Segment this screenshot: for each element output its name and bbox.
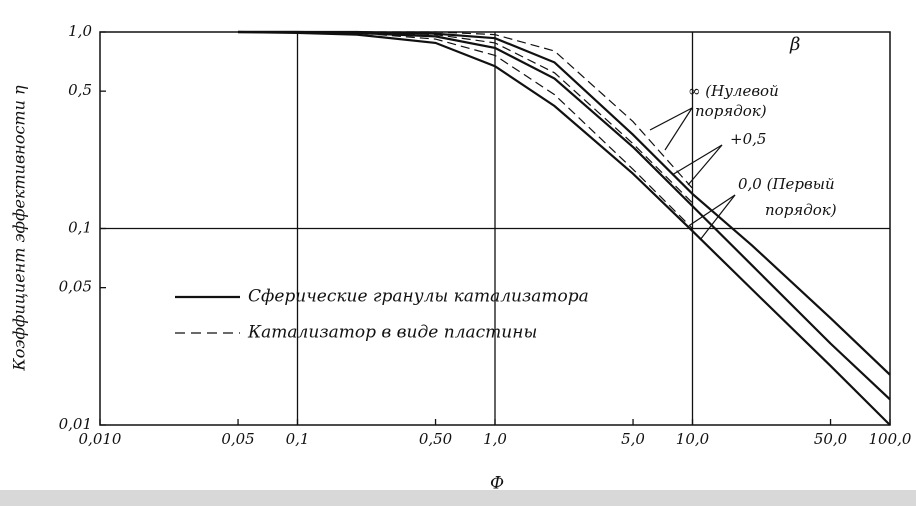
- curve: [237, 30, 891, 426]
- y-tick-label: 0,01: [59, 415, 92, 433]
- curve: [238, 31, 693, 229]
- x-tick-label: 5,0: [621, 430, 645, 448]
- annotation-arrows: [649, 107, 736, 241]
- arrow: [687, 144, 723, 186]
- annotation: +0,5: [730, 130, 766, 148]
- x-tick-label: 50,0: [814, 430, 848, 448]
- arrow: [664, 107, 693, 151]
- y-tick-label: 1,0: [68, 22, 92, 40]
- arrow: [699, 194, 736, 241]
- x-tick-label: 0,50: [419, 430, 453, 448]
- annotation: 0,0 (Первый: [738, 175, 835, 193]
- curve: [238, 31, 693, 189]
- y-tick-label: 0,1: [68, 219, 92, 237]
- x-tick-label: 0,010: [79, 430, 122, 448]
- legend-label: Катализатор в виде пластины: [247, 323, 537, 343]
- y-axis-label: Коэффициент эффективности η: [10, 85, 29, 372]
- bottom-strip: [0, 490, 916, 506]
- y-tick-label: 0,05: [59, 278, 92, 296]
- annotation: ∞ (Нулевой: [688, 82, 779, 100]
- x-tick-label: 10,0: [676, 430, 710, 448]
- y-tick-label: 0,5: [68, 81, 92, 99]
- arrow: [671, 144, 723, 176]
- annotation: β: [789, 34, 800, 55]
- x-axis-label: Ф: [490, 474, 504, 494]
- curve: [238, 31, 693, 204]
- x-tick-label: 0,05: [221, 430, 254, 448]
- annotation: порядок): [695, 102, 767, 120]
- legend-label: Сферические гранулы катализатора: [248, 287, 589, 307]
- x-tick-label: 100,0: [869, 430, 912, 448]
- arrow: [649, 107, 693, 131]
- x-tick-label: 0,1: [286, 430, 310, 448]
- annotation: порядок): [765, 201, 837, 219]
- x-tick-label: 1,0: [483, 430, 507, 448]
